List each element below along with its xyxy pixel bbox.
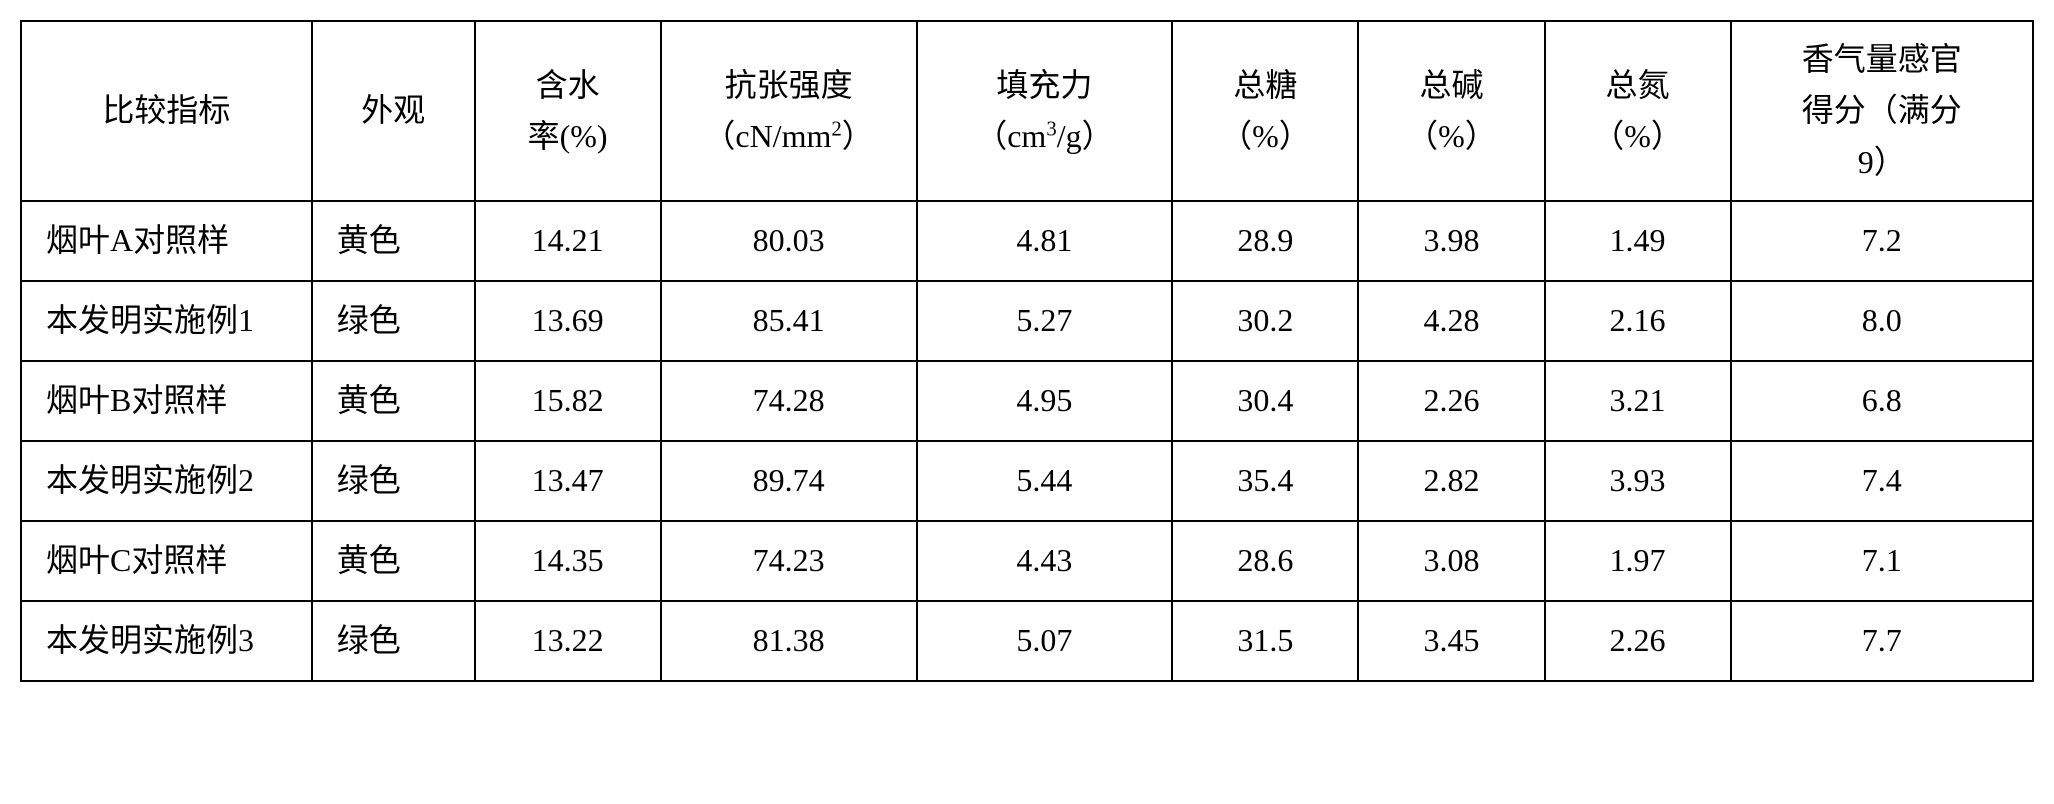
header-fill-line2-pre: （cm xyxy=(975,118,1046,154)
header-fill-line1: 填充力 xyxy=(996,67,1092,103)
cell-fill: 5.07 xyxy=(917,601,1173,681)
header-sugar-line1: 总糖 xyxy=(1233,67,1297,103)
cell-fill: 4.43 xyxy=(917,521,1173,601)
cell-alkali: 4.28 xyxy=(1358,281,1544,361)
cell-nitrogen: 3.21 xyxy=(1545,361,1731,441)
header-fill-sup: 3 xyxy=(1046,117,1056,140)
cell-aroma: 7.7 xyxy=(1731,601,2033,681)
header-aroma-line3: 9） xyxy=(1858,144,1906,180)
cell-moisture: 14.35 xyxy=(475,521,661,601)
cell-appearance: 绿色 xyxy=(312,441,475,521)
cell-tensile: 74.23 xyxy=(661,521,917,601)
cell-sugar: 28.9 xyxy=(1172,201,1358,281)
table-row: 烟叶B对照样 黄色 15.82 74.28 4.95 30.4 2.26 3.2… xyxy=(21,361,2033,441)
cell-alkali: 2.26 xyxy=(1358,361,1544,441)
cell-aroma: 7.1 xyxy=(1731,521,2033,601)
header-alkali-line1: 总碱 xyxy=(1419,67,1483,103)
header-alkali-line2: （%） xyxy=(1406,118,1497,154)
cell-fill: 5.27 xyxy=(917,281,1173,361)
cell-nitrogen: 1.97 xyxy=(1545,521,1731,601)
cell-label: 烟叶C对照样 xyxy=(21,521,312,601)
cell-appearance: 绿色 xyxy=(312,601,475,681)
cell-aroma: 7.2 xyxy=(1731,201,2033,281)
table-header-row: 比较指标 外观 含水 率(%) 抗张强度 （cN/mm2） 填充力 （cm3/g… xyxy=(21,21,2033,201)
comparison-table: 比较指标 外观 含水 率(%) 抗张强度 （cN/mm2） 填充力 （cm3/g… xyxy=(20,20,2034,682)
cell-aroma: 6.8 xyxy=(1731,361,2033,441)
header-tensile-sup: 2 xyxy=(831,117,841,140)
header-fill: 填充力 （cm3/g） xyxy=(917,21,1173,201)
cell-alkali: 3.08 xyxy=(1358,521,1544,601)
cell-nitrogen: 2.26 xyxy=(1545,601,1731,681)
table-row: 本发明实施例3 绿色 13.22 81.38 5.07 31.5 3.45 2.… xyxy=(21,601,2033,681)
cell-nitrogen: 2.16 xyxy=(1545,281,1731,361)
header-moisture-line1: 含水 xyxy=(536,67,600,103)
cell-aroma: 7.4 xyxy=(1731,441,2033,521)
cell-label: 烟叶A对照样 xyxy=(21,201,312,281)
cell-fill: 5.44 xyxy=(917,441,1173,521)
cell-sugar: 35.4 xyxy=(1172,441,1358,521)
cell-appearance: 黄色 xyxy=(312,521,475,601)
table-row: 烟叶A对照样 黄色 14.21 80.03 4.81 28.9 3.98 1.4… xyxy=(21,201,2033,281)
cell-label: 本发明实施例2 xyxy=(21,441,312,521)
cell-tensile: 74.28 xyxy=(661,361,917,441)
cell-fill: 4.81 xyxy=(917,201,1173,281)
cell-moisture: 13.47 xyxy=(475,441,661,521)
cell-nitrogen: 1.49 xyxy=(1545,201,1731,281)
header-fill-line2-post: /g） xyxy=(1057,118,1114,154)
header-aroma-line1: 香气量感官 xyxy=(1802,41,1962,77)
cell-tensile: 80.03 xyxy=(661,201,917,281)
header-nitrogen-line2: （%） xyxy=(1592,118,1683,154)
cell-nitrogen: 3.93 xyxy=(1545,441,1731,521)
cell-alkali: 3.98 xyxy=(1358,201,1544,281)
header-tensile-line2-pre: （cN/mm xyxy=(703,118,831,154)
header-aroma: 香气量感官 得分（满分 9） xyxy=(1731,21,2033,201)
cell-moisture: 14.21 xyxy=(475,201,661,281)
cell-moisture: 13.69 xyxy=(475,281,661,361)
cell-alkali: 2.82 xyxy=(1358,441,1544,521)
header-tensile: 抗张强度 （cN/mm2） xyxy=(661,21,917,201)
cell-appearance: 黄色 xyxy=(312,361,475,441)
cell-label: 本发明实施例3 xyxy=(21,601,312,681)
table-row: 本发明实施例2 绿色 13.47 89.74 5.44 35.4 2.82 3.… xyxy=(21,441,2033,521)
header-alkali: 总碱 （%） xyxy=(1358,21,1544,201)
cell-label: 本发明实施例1 xyxy=(21,281,312,361)
cell-sugar: 28.6 xyxy=(1172,521,1358,601)
cell-tensile: 81.38 xyxy=(661,601,917,681)
cell-moisture: 13.22 xyxy=(475,601,661,681)
header-tensile-line2-post: ） xyxy=(842,118,874,154)
header-aroma-line2: 得分（满分 xyxy=(1802,92,1962,128)
cell-moisture: 15.82 xyxy=(475,361,661,441)
table-row: 烟叶C对照样 黄色 14.35 74.23 4.43 28.6 3.08 1.9… xyxy=(21,521,2033,601)
header-sugar-line2: （%） xyxy=(1220,118,1311,154)
cell-sugar: 31.5 xyxy=(1172,601,1358,681)
cell-sugar: 30.4 xyxy=(1172,361,1358,441)
cell-alkali: 3.45 xyxy=(1358,601,1544,681)
cell-tensile: 85.41 xyxy=(661,281,917,361)
header-tensile-line1: 抗张强度 xyxy=(725,67,853,103)
header-nitrogen: 总氮 （%） xyxy=(1545,21,1731,201)
header-indicator: 比较指标 xyxy=(21,21,312,201)
header-sugar: 总糖 （%） xyxy=(1172,21,1358,201)
cell-tensile: 89.74 xyxy=(661,441,917,521)
header-moisture-line2: 率(%) xyxy=(528,118,608,154)
cell-appearance: 绿色 xyxy=(312,281,475,361)
header-appearance: 外观 xyxy=(312,21,475,201)
cell-fill: 4.95 xyxy=(917,361,1173,441)
header-moisture: 含水 率(%) xyxy=(475,21,661,201)
header-nitrogen-line1: 总氮 xyxy=(1606,67,1670,103)
cell-appearance: 黄色 xyxy=(312,201,475,281)
cell-label: 烟叶B对照样 xyxy=(21,361,312,441)
cell-sugar: 30.2 xyxy=(1172,281,1358,361)
table-row: 本发明实施例1 绿色 13.69 85.41 5.27 30.2 4.28 2.… xyxy=(21,281,2033,361)
cell-aroma: 8.0 xyxy=(1731,281,2033,361)
